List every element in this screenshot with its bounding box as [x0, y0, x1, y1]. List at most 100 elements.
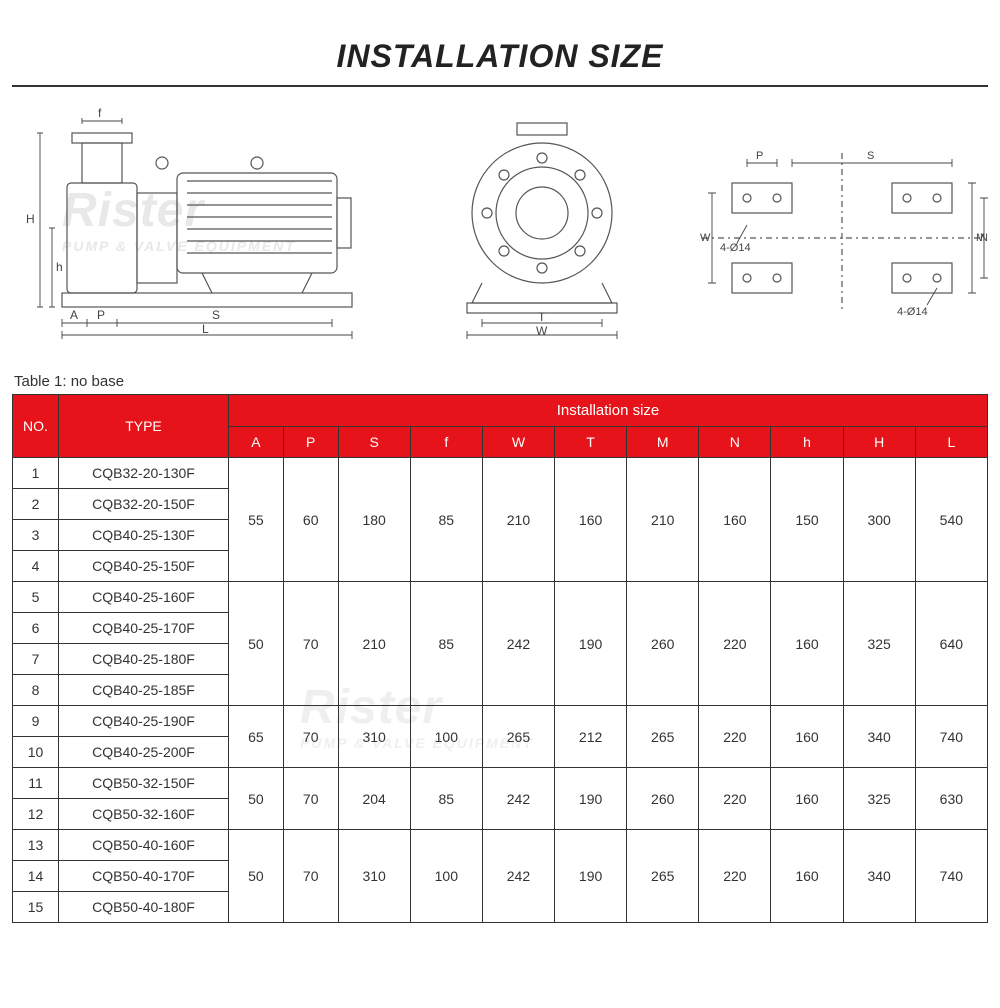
col-P: P	[283, 427, 338, 458]
drawing-front-view: T W	[412, 103, 672, 343]
cell-no: 12	[13, 799, 59, 830]
cell-no: 6	[13, 613, 59, 644]
table-caption: Table 1: no base	[14, 373, 988, 390]
cell-L: 630	[915, 768, 987, 830]
cell-h: 160	[771, 768, 843, 830]
cell-S: 180	[338, 458, 410, 582]
cell-P: 70	[283, 706, 338, 768]
col-L: L	[915, 427, 987, 458]
col-N: N	[699, 427, 771, 458]
hole-label-2: 4-Ø14	[897, 306, 928, 318]
cell-A: 50	[229, 830, 284, 923]
cell-no: 4	[13, 551, 59, 582]
dim-S: S	[212, 308, 220, 322]
cell-N: 220	[699, 706, 771, 768]
cell-W: 242	[482, 768, 554, 830]
cell-type: CQB32-20-150F	[59, 489, 229, 520]
drawing-plan-view: P S W M N 4-Ø14 4-Ø14	[692, 133, 992, 333]
col-group: Installation size	[229, 395, 988, 427]
col-M: M	[627, 427, 699, 458]
cell-type: CQB40-25-180F	[59, 644, 229, 675]
cell-type: CQB40-25-200F	[59, 737, 229, 768]
cell-no: 1	[13, 458, 59, 489]
cell-no: 3	[13, 520, 59, 551]
cell-H: 340	[843, 706, 915, 768]
dim-P: P	[97, 308, 105, 322]
cell-no: 11	[13, 768, 59, 799]
cell-N: 220	[699, 830, 771, 923]
installation-size-table: NO. TYPE Installation size APSfWTMNhHL 1…	[12, 394, 988, 923]
cell-S: 310	[338, 830, 410, 923]
col-no: NO.	[13, 395, 59, 458]
table-row: 5CQB40-25-160F50702108524219026022016032…	[13, 582, 988, 613]
cell-L: 640	[915, 582, 987, 706]
cell-M: 210	[627, 458, 699, 582]
title-rule	[12, 85, 988, 87]
cell-type: CQB50-32-160F	[59, 799, 229, 830]
col-S: S	[338, 427, 410, 458]
cell-W: 242	[482, 830, 554, 923]
cell-S: 204	[338, 768, 410, 830]
table-row: 1CQB32-20-130F55601808521016021016015030…	[13, 458, 988, 489]
cell-P: 70	[283, 830, 338, 923]
cell-W: 265	[482, 706, 554, 768]
cell-T: 190	[555, 768, 627, 830]
dim-W2: W	[700, 232, 711, 244]
cell-M: 265	[627, 706, 699, 768]
cell-T: 190	[555, 582, 627, 706]
cell-type: CQB40-25-150F	[59, 551, 229, 582]
dim-L: L	[202, 322, 209, 336]
dim-W: W	[536, 324, 548, 338]
cell-f: 85	[410, 582, 482, 706]
cell-P: 70	[283, 582, 338, 706]
technical-drawings: Rister PUMP & VALVE EQUIPMENT	[12, 103, 988, 363]
cell-A: 50	[229, 582, 284, 706]
cell-type: CQB32-20-130F	[59, 458, 229, 489]
col-H: H	[843, 427, 915, 458]
cell-A: 65	[229, 706, 284, 768]
col-W: W	[482, 427, 554, 458]
cell-f: 85	[410, 458, 482, 582]
cell-type: CQB40-25-130F	[59, 520, 229, 551]
cell-f: 100	[410, 706, 482, 768]
cell-h: 160	[771, 706, 843, 768]
cell-N: 160	[699, 458, 771, 582]
col-f: f	[410, 427, 482, 458]
dim-h-small: h	[56, 260, 63, 274]
cell-no: 14	[13, 861, 59, 892]
cell-h: 160	[771, 582, 843, 706]
cell-P: 70	[283, 768, 338, 830]
cell-W: 242	[482, 582, 554, 706]
cell-h: 160	[771, 830, 843, 923]
cell-H: 325	[843, 582, 915, 706]
dim-f: f	[98, 106, 102, 120]
cell-N: 220	[699, 768, 771, 830]
cell-L: 740	[915, 830, 987, 923]
cell-type: CQB40-25-160F	[59, 582, 229, 613]
cell-S: 210	[338, 582, 410, 706]
cell-T: 190	[555, 830, 627, 923]
cell-A: 55	[229, 458, 284, 582]
cell-f: 85	[410, 768, 482, 830]
cell-W: 210	[482, 458, 554, 582]
cell-L: 540	[915, 458, 987, 582]
cell-type: CQB50-40-180F	[59, 892, 229, 923]
table-header: NO. TYPE Installation size APSfWTMNhHL	[13, 395, 988, 458]
col-A: A	[229, 427, 284, 458]
cell-type: CQB40-25-185F	[59, 675, 229, 706]
col-T: T	[555, 427, 627, 458]
cell-H: 325	[843, 768, 915, 830]
cell-N: 220	[699, 582, 771, 706]
cell-M: 260	[627, 582, 699, 706]
cell-M: 260	[627, 768, 699, 830]
cell-L: 740	[915, 706, 987, 768]
cell-no: 2	[13, 489, 59, 520]
table-row: 13CQB50-40-160F5070310100242190265220160…	[13, 830, 988, 861]
dim-H: H	[26, 212, 35, 226]
dim-P2: P	[756, 150, 763, 162]
cell-no: 5	[13, 582, 59, 613]
cell-M: 265	[627, 830, 699, 923]
cell-H: 340	[843, 830, 915, 923]
cell-T: 160	[555, 458, 627, 582]
dim-A: A	[70, 308, 78, 322]
